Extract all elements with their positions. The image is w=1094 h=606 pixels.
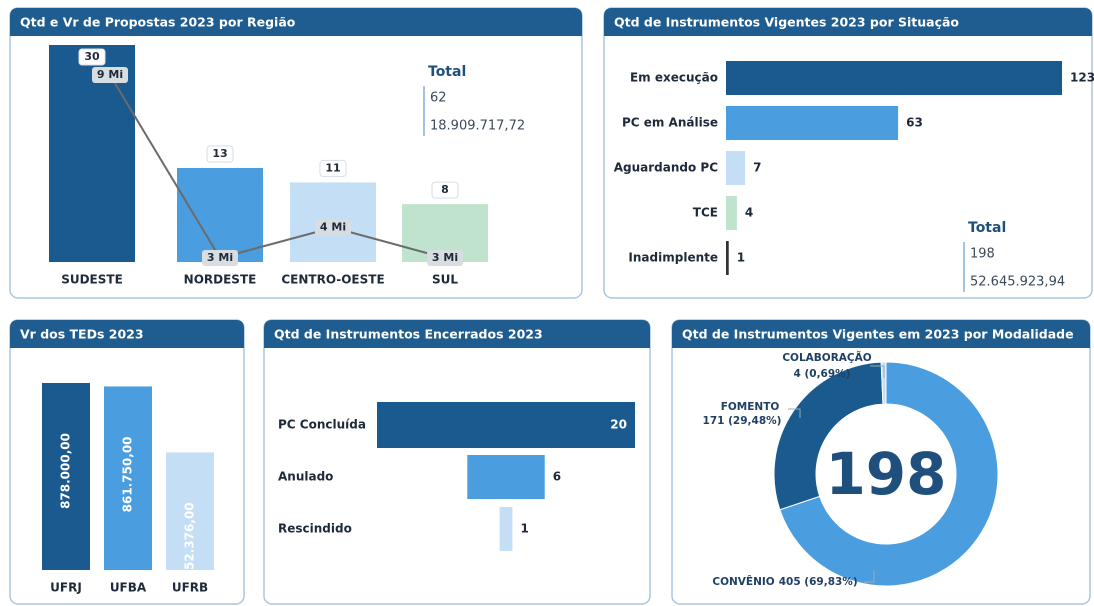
data-label: 30 — [84, 50, 100, 63]
data-label: 20 — [610, 418, 627, 432]
x-tick-label: UFRJ — [50, 581, 82, 595]
x-tick-label: SUL — [432, 273, 458, 287]
bar — [726, 241, 729, 275]
panel-title: Vr dos TEDs 2023 — [20, 327, 144, 342]
bar — [166, 452, 214, 570]
total-value: 62 — [430, 91, 447, 106]
bar — [42, 383, 90, 570]
data-label: 8 — [441, 183, 449, 196]
donut-label-name: FOMENTO — [721, 401, 780, 413]
panel-title: Qtd de Instrumentos Vigentes 2023 por Si… — [614, 15, 959, 30]
total-value: 52.645.923,94 — [970, 275, 1065, 290]
data-label: 3 Mi — [207, 251, 233, 264]
panel-title: Qtd de Instrumentos Vigentes em 2023 por… — [682, 327, 1074, 342]
y-tick-label: Inadimplente — [628, 251, 718, 265]
x-tick-label: NORDESTE — [184, 273, 257, 287]
donut-label-value: 171 (29,48%) — [703, 415, 782, 427]
donut-label-name: COLABORAÇÃO — [782, 351, 871, 364]
total-value: 198 — [970, 247, 995, 262]
data-label: 861.750,00 — [121, 436, 135, 512]
data-label: 9 Mi — [97, 68, 123, 81]
data-label: 4 Mi — [320, 221, 346, 234]
panel-header — [672, 320, 1090, 348]
bar — [177, 167, 263, 262]
bar — [726, 106, 899, 140]
y-tick-label: PC em Análise — [622, 116, 718, 130]
data-label-box — [206, 145, 234, 163]
donut-segment — [880, 361, 887, 405]
leader-line — [788, 408, 801, 418]
total-label: Total — [428, 64, 466, 80]
donut-label-value: 405 (69,83%) — [779, 576, 858, 588]
x-tick-label: UFRB — [172, 581, 208, 595]
data-label: 1 — [520, 522, 528, 536]
total-value: 18.909.717,72 — [430, 119, 525, 134]
panel-title: Qtd de Instrumentos Encerrados 2023 — [274, 327, 543, 342]
data-label: 13 — [212, 147, 227, 160]
data-label: 4 — [745, 206, 753, 220]
data-label: 878.000,00 — [59, 433, 73, 509]
bar — [104, 386, 152, 570]
data-label-box — [315, 219, 351, 236]
y-tick-label: Aguardando PC — [614, 161, 718, 175]
data-label: 552.376,00 — [183, 502, 197, 578]
panel-header — [10, 320, 244, 348]
leader-line — [870, 365, 885, 378]
leader-line — [864, 570, 875, 583]
panel-header — [604, 8, 1092, 36]
bar — [726, 61, 1062, 95]
y-tick-label: Anulado — [278, 470, 333, 484]
data-label: 63 — [906, 116, 923, 130]
bar — [499, 507, 513, 551]
data-label: 3 Mi — [432, 251, 458, 264]
donut-label: CONVÊNIO 405 (69,83%) — [712, 575, 857, 588]
bar — [377, 402, 635, 448]
x-tick-label: SUDESTE — [61, 273, 123, 287]
donut-segment — [773, 361, 884, 511]
panel-title: Qtd e Vr de Propostas 2023 por Região — [20, 15, 296, 30]
bar — [726, 151, 746, 185]
donut-label-name: CONVÊNIO — [712, 575, 774, 588]
y-tick-label: Rescindido — [278, 522, 352, 536]
data-label-box — [427, 250, 463, 266]
data-label: 6 — [553, 470, 561, 484]
bar — [467, 455, 545, 499]
y-tick-label: PC Concluída — [278, 418, 366, 432]
data-label-box — [92, 67, 128, 83]
panel-header — [264, 320, 650, 348]
data-label-box — [202, 250, 238, 266]
y-tick-label: Em execução — [630, 71, 718, 85]
data-label-box — [319, 159, 347, 177]
total-label: Total — [968, 220, 1006, 236]
donut-segment — [779, 361, 999, 587]
panel-header — [10, 8, 582, 36]
donut-label-value: 4 (0,69%) — [794, 368, 851, 380]
bar — [726, 196, 737, 230]
panel — [263, 319, 651, 605]
center-label: 198 — [825, 440, 946, 508]
x-tick-label: CENTRO-OESTE — [281, 273, 384, 287]
x-tick-label: UFBA — [110, 581, 147, 595]
line — [109, 74, 446, 260]
data-label-box — [431, 181, 459, 199]
data-label-box — [78, 48, 106, 66]
data-label: 1 — [737, 251, 745, 265]
y-tick-label: TCE — [693, 206, 718, 220]
data-label: 123 — [1070, 71, 1094, 85]
data-label: 7 — [753, 161, 761, 175]
data-label: 11 — [325, 161, 340, 174]
